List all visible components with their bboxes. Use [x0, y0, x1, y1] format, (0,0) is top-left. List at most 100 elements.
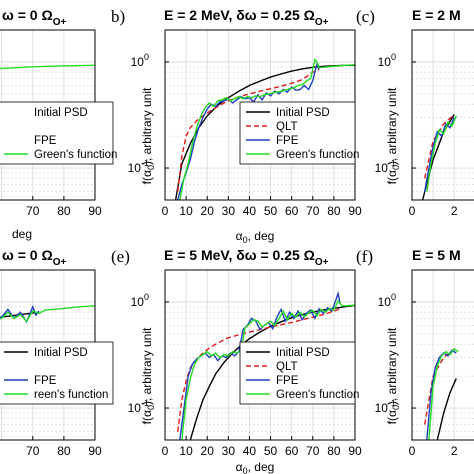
- panel-a-legend: Initial PSD FPE Green's function: [0, 101, 117, 165]
- x-tick-label: 90: [88, 444, 102, 458]
- x-tick-label: 0: [162, 204, 169, 218]
- y-tick-exponent: 0: [391, 292, 396, 302]
- x-tick-label: 90: [348, 204, 362, 218]
- x-tick-label: 20: [201, 444, 215, 458]
- series-line-qlt: [177, 68, 320, 192]
- panel-b-ylabel: f(α0), arbitrary unit: [140, 87, 156, 184]
- x-tick-label: 80: [57, 204, 71, 218]
- series-line-qlt: [424, 348, 455, 425]
- legend-label: Green's function: [276, 389, 359, 401]
- series-line-green-s-function: [0, 64, 95, 70]
- legend-label: FPE: [34, 135, 57, 147]
- x-tick-label: 40: [243, 204, 257, 218]
- panel-e-title: E = 5 MeV, δω = 0.25 ΩO+: [164, 247, 329, 268]
- panel-f-series: [424, 348, 459, 440]
- series-line-green-s-function: [181, 299, 355, 440]
- series-line-green-s-function: [428, 348, 459, 440]
- x-tick-label: 60: [285, 204, 299, 218]
- x-tick-label: 0: [162, 444, 169, 458]
- x-tick-label: 90: [88, 204, 102, 218]
- panel-f-label: (f): [356, 247, 373, 266]
- panel-d-legend: Initial PSD FPE reen's function: [0, 341, 114, 405]
- panel-e-ylabel: f(α0), arbitrary unit: [140, 327, 156, 424]
- panel-d-title: ω = 0 ΩO+: [2, 247, 66, 268]
- x-tick-label: 0: [409, 204, 416, 218]
- x-tick-label: 30: [222, 444, 236, 458]
- panel-c-series: [421, 113, 457, 200]
- x-tick-label: 2: [451, 444, 458, 458]
- panel-f-grid: [412, 270, 474, 440]
- x-tick-label: 50: [264, 444, 278, 458]
- legend-label: Initial PSD: [276, 347, 330, 359]
- y-tick-exponent: 0: [391, 52, 396, 62]
- series-line-initial-psd: [0, 311, 40, 318]
- y-tick-exponent: -1: [388, 158, 396, 168]
- series-line-fpe: [424, 117, 455, 192]
- panel-e-xlabel: α0, deg: [236, 460, 275, 474]
- y-tick-exponent: 0: [144, 52, 149, 62]
- panel-a-axes: 70 80 90 Initial PSD FPE Green's function: [0, 29, 117, 218]
- y-tick-label: 100: [131, 292, 149, 309]
- x-tick-label: 10: [179, 204, 193, 218]
- panel-a-xlabel: deg: [12, 227, 32, 241]
- y-tick-label: 100: [378, 292, 396, 309]
- x-tick-label: 2: [451, 204, 458, 218]
- x-tick-label: 70: [26, 204, 40, 218]
- legend-label: reen's function: [34, 389, 108, 401]
- panel-f-frame: [411, 269, 474, 441]
- panel-f-ylabel: f(α0), arbitrary unit: [385, 327, 401, 424]
- legend-label: Initial PSD: [34, 347, 88, 359]
- series-line-green-s-function: [179, 58, 355, 200]
- series-line-initial-psd: [436, 378, 457, 440]
- panel-c-label: (c): [356, 7, 375, 26]
- panel-b-label: b): [111, 7, 125, 26]
- panel-f-title: E = 5 M: [412, 247, 461, 263]
- y-tick-label: 100: [378, 52, 396, 69]
- series-line-green-s-function: [426, 115, 457, 192]
- panel-b-xlabel: α0, deg: [236, 229, 275, 245]
- panel-e-legend: Initial PSD QLT FPE Green's function: [239, 341, 359, 405]
- x-tick-label: 70: [26, 444, 40, 458]
- panel-b-legend: Initial PSD QLT FPE Green's function: [239, 101, 359, 165]
- y-tick-exponent: -1: [141, 398, 149, 408]
- legend-label: Initial PSD: [276, 107, 330, 119]
- y-tick-exponent: -1: [141, 158, 149, 168]
- legend-label: Initial PSD: [34, 107, 88, 119]
- legend-label: QLT: [276, 361, 298, 373]
- panel-e-series: [177, 290, 355, 440]
- legend-label: Green's function: [276, 149, 359, 161]
- series-line-fpe: [177, 62, 320, 200]
- panel-e-label: (e): [111, 247, 130, 266]
- legend-label: FPE: [34, 375, 57, 387]
- legend-label: QLT: [276, 121, 298, 133]
- x-tick-label: 70: [306, 444, 320, 458]
- panel-c-grid: [412, 30, 474, 200]
- x-tick-label: 10: [179, 444, 193, 458]
- panel-d-series: [0, 304, 95, 324]
- panel-c-ylabel: f(α0), arbitrary unit: [385, 87, 401, 184]
- legend-label: Green's function: [34, 149, 117, 161]
- x-tick-label: 70: [306, 204, 320, 218]
- y-tick-exponent: 0: [144, 292, 149, 302]
- x-tick-label: 20: [201, 204, 215, 218]
- panel-b-series: [174, 58, 355, 200]
- x-tick-label: 80: [327, 444, 341, 458]
- x-tick-label: 40: [243, 444, 257, 458]
- y-tick-label: 100: [131, 52, 149, 69]
- series-line-fpe: [0, 304, 40, 324]
- series-line-green-s-function: [0, 305, 95, 323]
- x-tick-label: 60: [285, 444, 299, 458]
- panel-c-frame: [411, 29, 474, 201]
- panel-a-title: ω = 0 ΩO+: [2, 7, 66, 28]
- x-tick-label: 0: [409, 444, 416, 458]
- series-line-fpe: [426, 349, 457, 440]
- panel-b-title: E = 2 MeV, δω = 0.25 ΩO+: [164, 7, 329, 28]
- panel-c-title: E = 2 M: [412, 7, 461, 23]
- x-tick-label: 80: [57, 444, 71, 458]
- legend-label: FPE: [276, 135, 299, 147]
- x-tick-label: 90: [348, 444, 362, 458]
